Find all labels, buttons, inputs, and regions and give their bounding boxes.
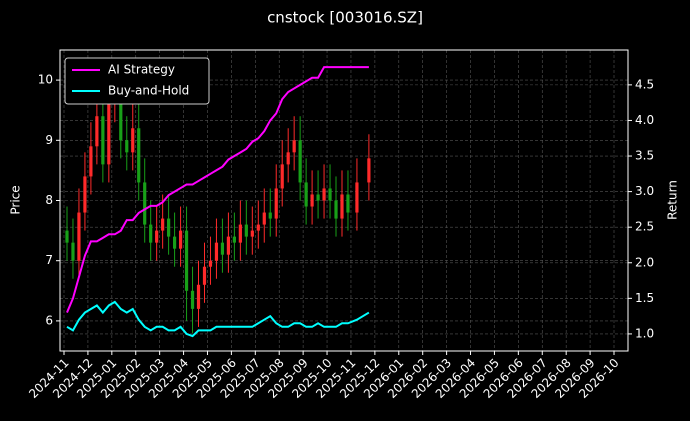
legend: AI Strategy Buy-and-Hold xyxy=(64,57,210,105)
candle-body xyxy=(71,242,75,261)
candle-body xyxy=(77,212,81,261)
candle-body xyxy=(220,242,225,255)
candle-body xyxy=(280,164,284,189)
y-tick-label: 6 xyxy=(45,313,53,327)
candle-body xyxy=(131,128,135,153)
candle-body xyxy=(292,140,296,153)
candle-body xyxy=(334,200,338,219)
y2-tick-label: 1.0 xyxy=(635,326,654,340)
y-tick-label: 10 xyxy=(38,73,53,87)
candle-body xyxy=(214,242,219,261)
candle-body xyxy=(178,230,183,249)
chart-title: cnstock [003016.SZ] xyxy=(267,9,423,27)
candle-body xyxy=(167,218,171,237)
candle-body xyxy=(155,230,159,243)
candle-body xyxy=(196,284,201,309)
candle-body xyxy=(304,182,308,207)
candle-body xyxy=(143,182,147,225)
legend-box xyxy=(64,57,210,105)
y2-tick-label: 1.5 xyxy=(635,291,654,305)
candle-body xyxy=(95,116,99,147)
y2-tick-label: 4.5 xyxy=(635,77,654,91)
candle-body xyxy=(125,140,129,153)
candle-body xyxy=(262,212,266,225)
y-tick-label: 9 xyxy=(45,133,53,147)
candle-body xyxy=(268,212,272,219)
candle-body xyxy=(232,236,236,243)
y-axis-label: Price xyxy=(9,185,23,214)
candle-body xyxy=(137,128,141,183)
candle-body xyxy=(202,266,207,285)
y-tick-label: 8 xyxy=(45,193,53,207)
candle-body xyxy=(316,194,320,201)
candle-body xyxy=(322,188,326,201)
candle-body xyxy=(250,230,254,237)
plot-frame xyxy=(59,49,629,352)
candle-body xyxy=(328,188,332,201)
y2-tick-label: 2.0 xyxy=(635,255,654,269)
candle-body xyxy=(238,224,242,243)
candle-body xyxy=(101,116,105,165)
candle-body xyxy=(346,194,350,213)
candle-body xyxy=(226,236,231,255)
candle-body xyxy=(107,104,111,165)
candle-body xyxy=(89,146,93,177)
legend-label: Buy-and-Hold xyxy=(108,84,189,98)
y2-tick-label: 3.0 xyxy=(635,184,654,198)
candle-body xyxy=(340,194,344,219)
candle-body xyxy=(286,152,290,165)
y-tick-label: 7 xyxy=(45,253,53,267)
candle-body xyxy=(256,224,260,231)
candle-body xyxy=(65,230,69,243)
candle-body xyxy=(208,260,213,267)
candle-body xyxy=(83,176,87,213)
candle-body xyxy=(355,182,359,213)
candle-body xyxy=(190,290,195,309)
y2-axis-label: Return xyxy=(666,180,680,220)
y2-tick-label: 2.5 xyxy=(635,220,654,234)
candle-body xyxy=(149,224,153,243)
candle-body xyxy=(119,92,123,141)
return-line xyxy=(66,300,370,338)
candle-body xyxy=(161,218,165,231)
candle-body xyxy=(172,236,177,249)
candle-body xyxy=(274,188,278,219)
return-line xyxy=(66,66,369,313)
legend-label: AI Strategy xyxy=(108,63,175,77)
y2-tick-label: 3.5 xyxy=(635,149,654,163)
candle-body xyxy=(310,194,314,207)
candle-body xyxy=(184,230,189,291)
candle-body xyxy=(367,158,371,183)
y2-tick-label: 4.0 xyxy=(635,113,654,127)
candle-body xyxy=(244,224,248,237)
candle-body xyxy=(298,140,302,183)
